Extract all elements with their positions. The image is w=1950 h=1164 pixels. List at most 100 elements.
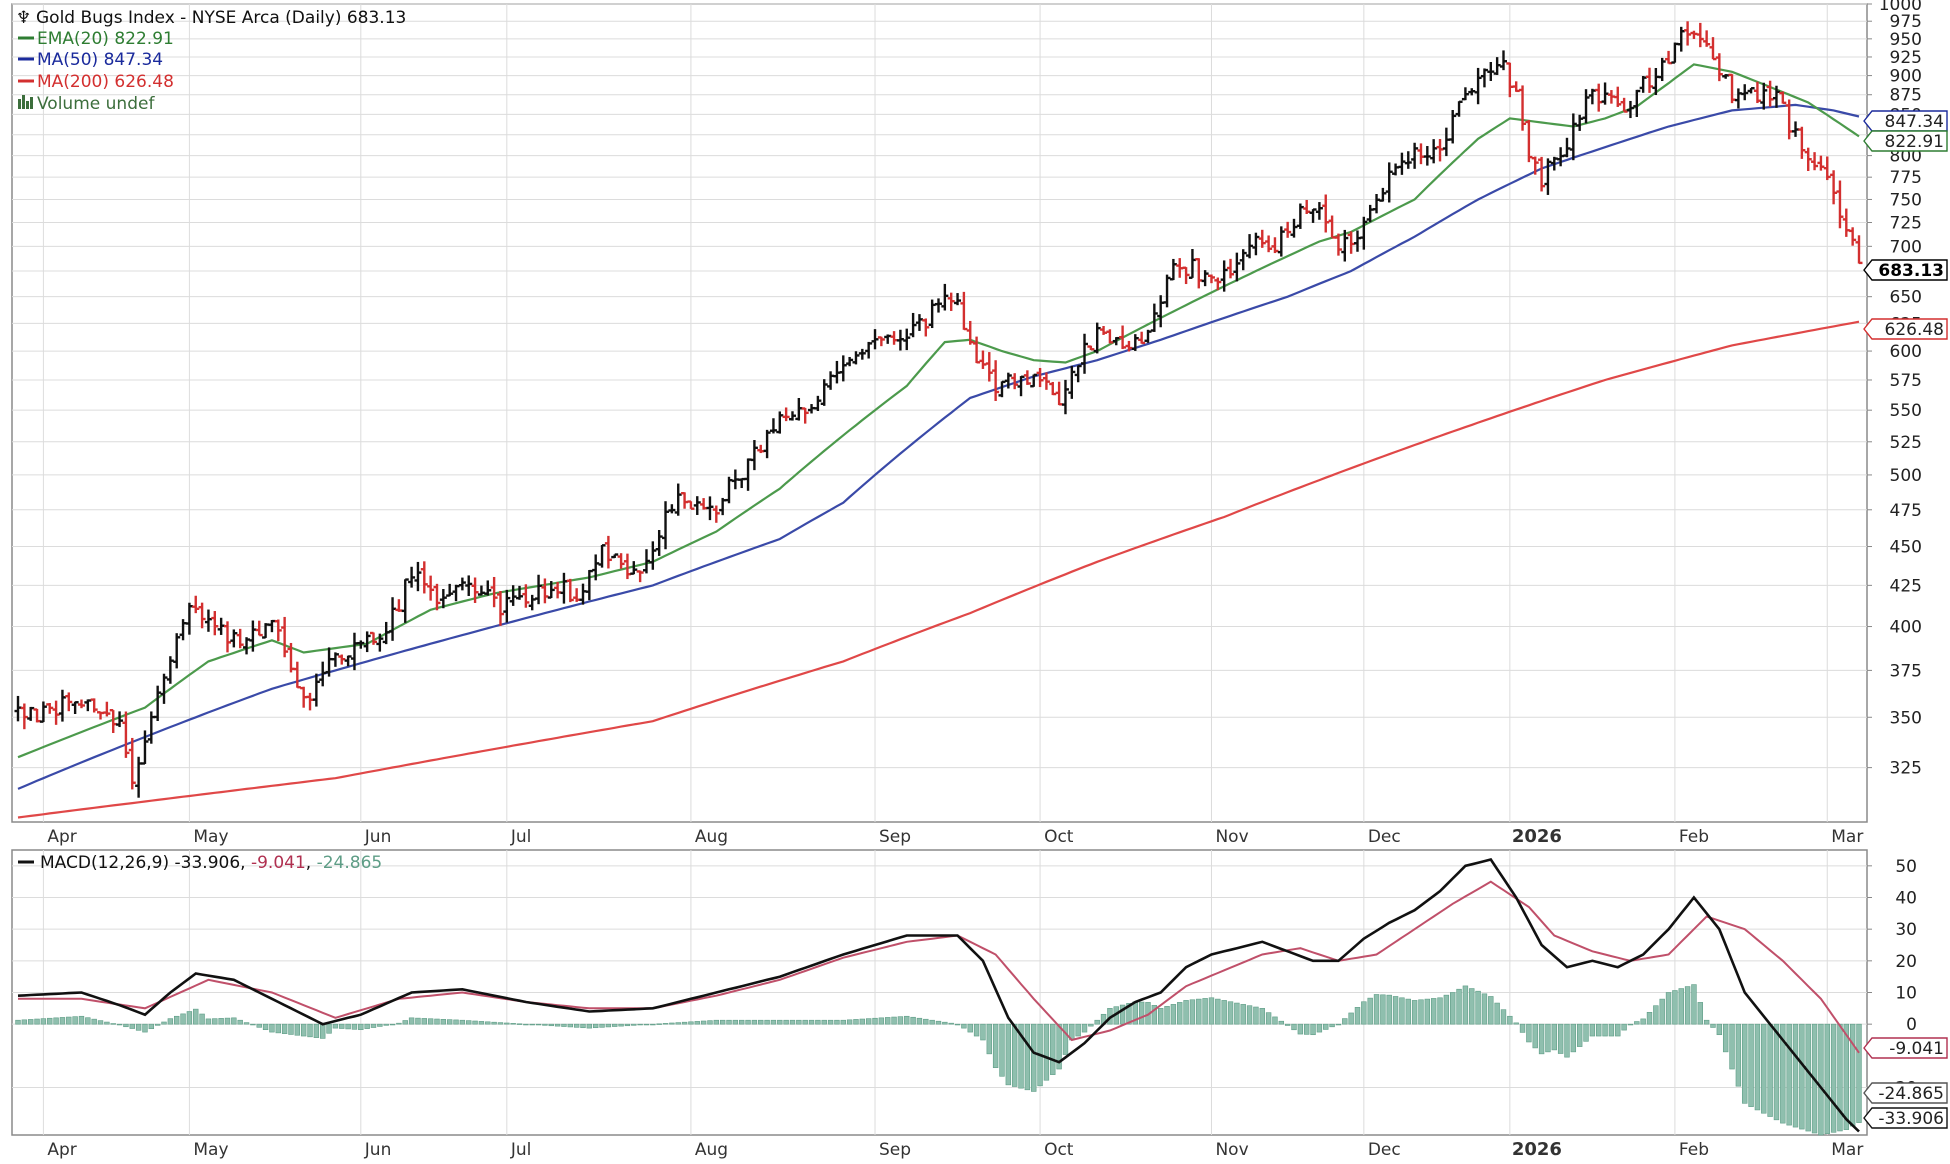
macd-ytick-label-5: 0 xyxy=(1906,1015,1917,1035)
svg-text:-9.041: -9.041 xyxy=(1889,1039,1944,1059)
macd-histogram-bar xyxy=(612,1023,618,1027)
macd-histogram-bar xyxy=(1215,998,1221,1025)
macd-histogram-bar xyxy=(1456,988,1462,1025)
ohlc-bar xyxy=(896,329,904,351)
ohlc-bar xyxy=(877,336,885,347)
ohlc-bar xyxy=(1753,81,1761,104)
macd-histogram-bar xyxy=(320,1023,326,1039)
macd-histogram-bar xyxy=(1240,1004,1246,1025)
macd-histogram-bar xyxy=(1151,1005,1158,1025)
macd-histogram-bar xyxy=(624,1023,631,1027)
macd-histogram-bar xyxy=(250,1023,256,1026)
macd-histogram-bar xyxy=(910,1016,916,1025)
macd-histogram-bar xyxy=(1329,1023,1335,1028)
macd-histogram-bar xyxy=(1138,1001,1145,1025)
macd-histogram-bar xyxy=(351,1023,358,1030)
macd-histogram-bar xyxy=(1335,1023,1342,1026)
macd-histogram-bar xyxy=(1646,1011,1653,1025)
macd-month-8: Dec xyxy=(1368,1140,1401,1160)
ohlc-bar xyxy=(1239,249,1247,271)
ohlc-bar xyxy=(1322,194,1330,233)
macd-ytick-label-3: 20 xyxy=(1895,952,1917,972)
price-y-axis: 3253503754004254504755005255505756006256… xyxy=(1867,0,1922,779)
ohlc-bar xyxy=(1334,233,1342,256)
ma200-line xyxy=(17,320,1860,819)
macd-histogram-bar xyxy=(47,1017,53,1025)
ohlc-bar xyxy=(1341,229,1349,262)
macd-legend-signal: -9.041 xyxy=(251,853,306,873)
macd-histogram-bar xyxy=(650,1023,656,1026)
ohlc-bar xyxy=(1252,232,1260,256)
ohlc-bar xyxy=(1201,270,1209,287)
macd-histogram-bar xyxy=(1653,1005,1659,1025)
ohlc-bar xyxy=(776,411,784,434)
ohlc-bar xyxy=(1817,155,1825,171)
macd-histogram-bar xyxy=(1596,1023,1602,1037)
macd-histogram-bar xyxy=(885,1017,891,1025)
ohlc-bar xyxy=(1823,156,1831,181)
macd-histogram-bar xyxy=(358,1023,364,1031)
macd-histogram-bar xyxy=(256,1023,262,1028)
macd-histogram-bar xyxy=(992,1023,999,1069)
ohlc-bar xyxy=(420,561,428,594)
macd-histogram-bar xyxy=(954,1023,961,1026)
price-month-8: Dec xyxy=(1368,827,1401,847)
ohlc-bar xyxy=(1004,372,1012,389)
macd-histogram-bar xyxy=(1189,999,1196,1025)
macd-histogram-bar xyxy=(1507,1015,1513,1025)
price-x-axis: Apr May Jun Jul Aug Sep Oct Nov Dec 2026 Feb Mar xyxy=(47,826,1863,847)
macd-histogram-bar xyxy=(878,1017,885,1025)
ohlc-bar xyxy=(769,418,777,434)
macd-histogram-bar xyxy=(1780,1023,1786,1124)
macd-histogram-bar xyxy=(605,1023,612,1028)
ohlc-bar xyxy=(230,629,238,648)
macd-histogram-bar xyxy=(675,1022,681,1025)
macd-histogram-bar xyxy=(1576,1023,1583,1047)
macd-histogram-bar xyxy=(542,1023,548,1026)
macd-histogram-bar xyxy=(1157,1008,1164,1025)
price-ytick-label-1: 350 xyxy=(1890,708,1922,728)
ohlc-bar xyxy=(1074,364,1082,383)
macd-histogram-bar xyxy=(1437,997,1443,1025)
price-month-9: 2026 xyxy=(1512,826,1562,847)
ohlc-bar xyxy=(668,504,676,514)
ohlc-bar xyxy=(363,631,371,653)
macd-histogram-bar xyxy=(631,1023,637,1026)
ohlc-bar xyxy=(236,628,244,649)
ohlc-bar xyxy=(954,293,962,306)
ohlc-bar xyxy=(1093,322,1101,354)
macd-histogram-bar xyxy=(592,1023,599,1029)
ohlc-bar xyxy=(763,429,771,459)
macd-histogram-bar xyxy=(1659,998,1665,1025)
macd-histogram-bar xyxy=(580,1023,586,1029)
ohlc-bar xyxy=(1779,91,1787,105)
macd-month-1: May xyxy=(193,1140,228,1160)
macd-histogram-bar xyxy=(66,1016,72,1025)
ohlc-bar xyxy=(490,576,498,608)
ohlc-bar xyxy=(909,312,917,338)
macd-histogram-bar xyxy=(739,1019,745,1025)
macd-histogram-bar xyxy=(281,1023,288,1034)
macd-histogram-bar xyxy=(1735,1023,1742,1087)
macd-histogram-bar xyxy=(618,1023,624,1027)
ohlc-bar xyxy=(173,633,181,669)
ohlc-bar xyxy=(1461,87,1469,101)
ma200-legend-value: 626.48 xyxy=(114,72,173,92)
macd-histogram-bar xyxy=(193,1008,199,1025)
ohlc-bar xyxy=(636,570,644,583)
macd-histogram-bar xyxy=(1856,1023,1862,1123)
macd-histogram-bar xyxy=(865,1018,872,1025)
macd-histogram-bar xyxy=(1405,998,1411,1025)
ohlc-bar xyxy=(1499,50,1507,71)
ohlc-bar xyxy=(1747,87,1755,94)
macd-histogram-bar xyxy=(1411,1000,1418,1025)
ohlc-bar xyxy=(1519,85,1527,131)
macd-histogram-bar xyxy=(1672,990,1678,1025)
macd-histogram-bar xyxy=(1202,998,1208,1025)
price-ytick-label-26: 975 xyxy=(1890,12,1922,32)
macd-month-0: Apr xyxy=(47,1140,76,1160)
macd-histogram-bar xyxy=(1703,1019,1710,1025)
ohlc-bar xyxy=(1715,53,1723,82)
macd-histogram-bar xyxy=(459,1019,466,1025)
ohlc-bar xyxy=(116,711,124,728)
